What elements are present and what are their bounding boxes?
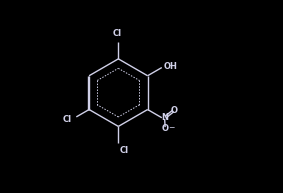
Text: O: O [162, 124, 169, 133]
Text: OH: OH [163, 62, 177, 71]
Text: Cl: Cl [63, 115, 72, 124]
Text: Cl: Cl [119, 146, 128, 155]
Text: O: O [170, 106, 177, 115]
Text: Cl: Cl [113, 29, 122, 38]
Text: N: N [161, 113, 168, 122]
Text: −: − [169, 124, 175, 132]
